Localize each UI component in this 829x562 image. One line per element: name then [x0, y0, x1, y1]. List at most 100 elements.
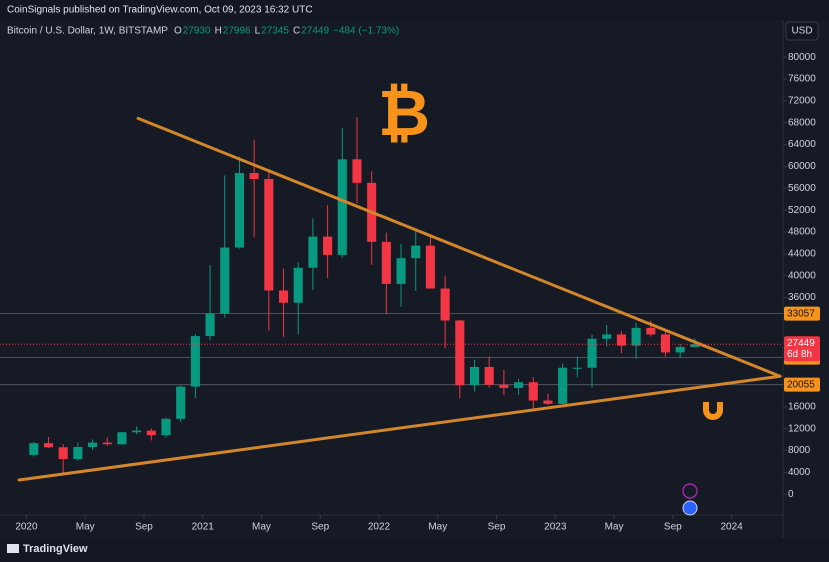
- legend-text: 27449: [301, 26, 329, 37]
- candle-body: [616, 334, 626, 346]
- candle-body: [425, 245, 435, 289]
- candle-body: [146, 430, 156, 436]
- x-tick-label: 2024: [720, 522, 743, 533]
- x-tick-label: Sep: [311, 522, 329, 533]
- candle-body: [161, 418, 171, 436]
- candle-body: [278, 290, 289, 303]
- y-tick-label: 68000: [788, 117, 816, 128]
- candle-body: [499, 384, 509, 388]
- candle-body: [396, 258, 406, 284]
- level-label-box: [784, 306, 820, 321]
- candle-body: [484, 366, 494, 385]
- y-tick-label: 0: [788, 489, 794, 500]
- candle-body: [87, 442, 98, 447]
- candle-body: [176, 386, 186, 419]
- candle-body: [190, 336, 200, 387]
- y-tick-label: 76000: [788, 74, 816, 85]
- lightning-icon[interactable]: [682, 483, 698, 499]
- candle-body: [440, 288, 450, 321]
- trendline: [136, 116, 782, 378]
- candle-body: [558, 367, 568, 404]
- legend-text: L: [255, 26, 261, 37]
- candle-body: [29, 443, 39, 455]
- candle-body: [514, 382, 524, 388]
- y-tick-label: 52000: [788, 205, 816, 216]
- level-label-box: [784, 377, 820, 392]
- candle-body: [323, 236, 333, 255]
- candle-body: [337, 159, 347, 255]
- x-tick-label: 2023: [544, 522, 567, 533]
- legend-text: −484 (−1.73%): [333, 26, 399, 37]
- candle-body: [249, 172, 259, 179]
- candle-body: [631, 327, 641, 346]
- candle-body: [469, 366, 480, 386]
- candle-body: [660, 334, 671, 353]
- candle-body: [58, 447, 68, 459]
- legend-text: O: [174, 26, 182, 37]
- candle-body: [690, 344, 700, 347]
- candle-body: [132, 430, 142, 433]
- brand: TradingView: [7, 543, 88, 555]
- y-tick-label: 80000: [788, 52, 816, 63]
- last-price-label: 27449: [787, 338, 815, 349]
- y-tick-label: 8000: [788, 445, 811, 456]
- x-tick-label: 2022: [368, 522, 391, 533]
- candle-body: [117, 432, 127, 445]
- trendline: [17, 374, 782, 482]
- candle-body: [381, 241, 391, 284]
- x-tick-label: 2020: [15, 522, 38, 533]
- y-tick-label: 4000: [788, 467, 811, 478]
- candle-body: [572, 367, 582, 369]
- level-label: 20055: [787, 379, 815, 390]
- legend-text: H: [215, 26, 222, 37]
- candle-body: [587, 338, 597, 368]
- candle-body: [205, 313, 215, 337]
- candle-body: [73, 446, 83, 459]
- candle-body: [352, 159, 362, 183]
- y-tick-label: 44000: [788, 248, 816, 259]
- legend-text: Bitcoin / U.S. Dollar, 1W, BITSTAMP: [7, 26, 168, 37]
- y-tick-label: 60000: [788, 161, 816, 172]
- candle-body: [455, 320, 465, 386]
- magnet-icon: [703, 402, 723, 420]
- legend-text: 27930: [183, 26, 211, 37]
- x-tick-label: May: [76, 522, 95, 533]
- legend-text: 27996: [223, 26, 251, 37]
- x-tick-label: Sep: [135, 522, 153, 533]
- flag-icon[interactable]: [682, 500, 698, 516]
- y-tick-label: 48000: [788, 227, 816, 238]
- legend-text: 27345: [261, 26, 289, 37]
- y-tick-label: 56000: [788, 183, 816, 194]
- countdown-label: 6d 8h: [787, 349, 812, 360]
- candle-body: [543, 400, 553, 404]
- bitcoin-logo: ₿: [378, 77, 430, 149]
- last-price-box: [784, 336, 820, 362]
- x-tick-label: 2021: [192, 522, 215, 533]
- y-tick-label: 36000: [788, 292, 816, 303]
- x-tick-label: May: [252, 522, 271, 533]
- candle-body: [646, 327, 656, 335]
- brand-logo: [7, 544, 19, 553]
- candle-body: [43, 443, 54, 448]
- candle-body: [675, 346, 685, 353]
- currency-box[interactable]: [785, 21, 819, 41]
- candle-body: [411, 245, 421, 259]
- legend: Bitcoin / U.S. Dollar, 1W, BITSTAMP O 2793…: [7, 26, 399, 37]
- candle-body: [602, 334, 612, 339]
- candle-body: [264, 178, 274, 291]
- y-tick-label: 12000: [788, 423, 816, 434]
- publisher: CoinSignals published on TradingView.com…: [7, 5, 313, 16]
- currency[interactable]: USD: [791, 26, 812, 37]
- y-tick-label: 16000: [788, 401, 816, 412]
- brand-name: TradingView: [23, 543, 88, 555]
- x-tick-label: Sep: [488, 522, 506, 533]
- y-tick-label: 40000: [788, 270, 816, 281]
- x-tick-label: Sep: [664, 522, 682, 533]
- candle-body: [528, 382, 538, 401]
- x-tick-label: May: [428, 522, 447, 533]
- legend-text: C: [293, 26, 300, 37]
- candle-body: [234, 172, 245, 248]
- y-tick-label: 72000: [788, 96, 816, 107]
- y-tick-label: 64000: [788, 139, 816, 150]
